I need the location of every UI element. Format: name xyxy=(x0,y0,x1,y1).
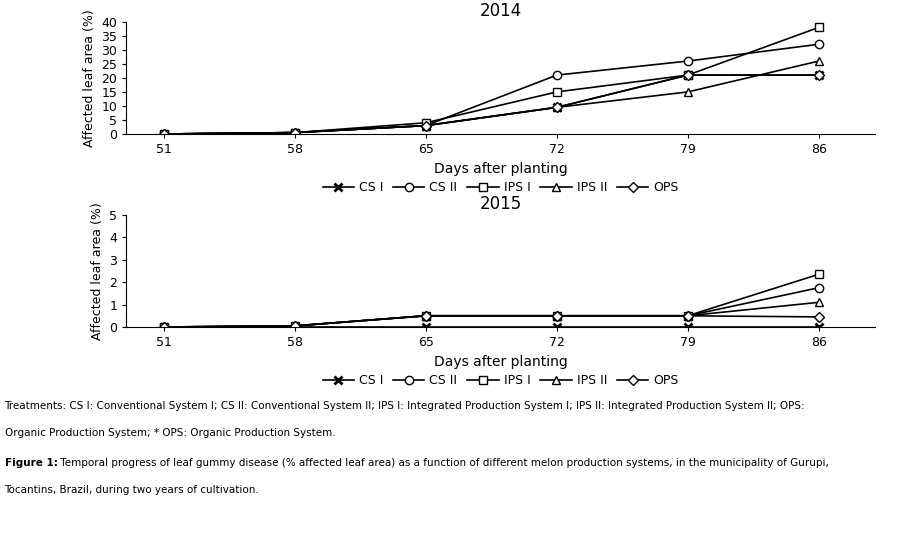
X-axis label: Days after planting: Days after planting xyxy=(434,355,567,368)
Title: 2014: 2014 xyxy=(480,2,521,20)
Text: Figure 1:: Figure 1: xyxy=(5,458,58,468)
Text: Temporal progress of leaf gummy disease (% affected leaf area) as a function of : Temporal progress of leaf gummy disease … xyxy=(57,458,829,468)
Legend: CS I, CS II, IPS I, IPS II, OPS: CS I, CS II, IPS I, IPS II, OPS xyxy=(318,369,684,392)
Y-axis label: Affected leaf area (%): Affected leaf area (%) xyxy=(83,9,96,147)
Legend: CS I, CS II, IPS I, IPS II, OPS: CS I, CS II, IPS I, IPS II, OPS xyxy=(318,176,684,199)
Text: Tocantins, Brazil, during two years of cultivation.: Tocantins, Brazil, during two years of c… xyxy=(5,485,259,495)
Text: Treatments: CS I: Conventional System I; CS II: Conventional System II; IPS I: I: Treatments: CS I: Conventional System I;… xyxy=(5,401,805,410)
X-axis label: Days after planting: Days after planting xyxy=(434,161,567,175)
Text: Organic Production System; * OPS: Organic Production System.: Organic Production System; * OPS: Organi… xyxy=(5,428,336,438)
Title: 2015: 2015 xyxy=(480,195,521,213)
Y-axis label: Affected leaf area (%): Affected leaf area (%) xyxy=(91,202,104,340)
